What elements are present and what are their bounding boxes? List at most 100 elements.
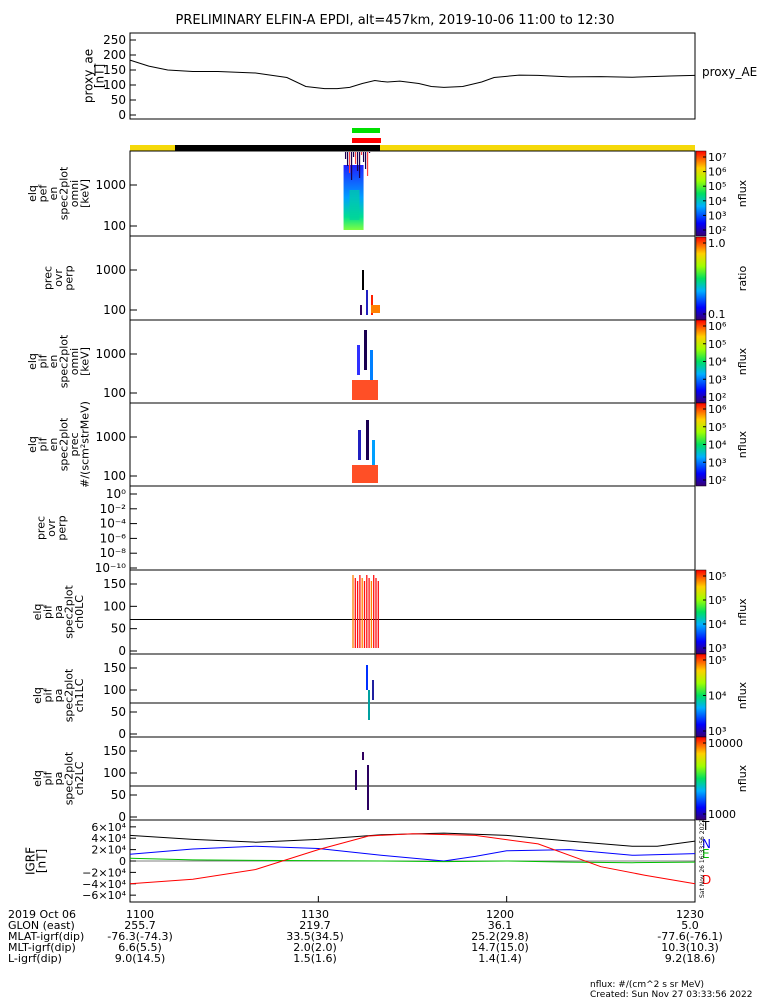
colorbar-tick-label: 10⁵ (708, 338, 726, 351)
panel-colorbar (695, 569, 707, 655)
pa-streak (367, 765, 369, 810)
ephemeris-value: 2.0(2.0) (293, 941, 337, 954)
igrf-ylabel: IGRF[nT] (24, 847, 49, 875)
panel-ytick-label: 10⁻⁴ (100, 517, 127, 531)
ratio-streak (366, 290, 368, 315)
panel-ytick-label: 1000 (95, 178, 126, 192)
panel-ytick-label: 0 (118, 810, 126, 824)
panel-4: 1000 100 elqpifenspec2plotprec#/(scm²strMe… (26, 401, 749, 488)
colorbar-tick-label: 10⁵ (708, 594, 726, 607)
igrf-legend-T: T (701, 819, 710, 833)
panel-ytick-label: 50 (111, 788, 126, 802)
panel-8: 150 100 50 0 elqpifpaspec2plotch2LC 10000 1000… (31, 736, 749, 824)
panel-frame (129, 402, 696, 487)
orbit-bar-day-2 (380, 145, 695, 151)
colorbar-tick-label: 10⁴ (708, 690, 727, 703)
colorbar-tick-label: 1.0 (708, 237, 726, 250)
panel-ytick-label: 150 (103, 744, 126, 758)
ratio-block (371, 305, 380, 313)
igrf-legend-N: N (702, 837, 711, 851)
colorbar-tick-label: 10⁵ (708, 570, 726, 583)
igrf-lines (129, 832, 696, 885)
colorbar-tick-label: 10³ (708, 209, 726, 222)
panel-6-pitch-angle (352, 575, 379, 648)
panel-ytick-label: 10⁻¹⁰ (95, 561, 126, 575)
colorbar-label: nflux (736, 179, 749, 207)
pa-streak (366, 665, 368, 690)
ephemeris-value: 33.5(34.5) (286, 930, 344, 943)
colorbar-tick-label: 10⁴ (708, 618, 727, 631)
panel-4-spectrogram (352, 420, 378, 483)
panel-colorbar (695, 236, 707, 321)
panel-ytick-label: 10⁻⁶ (100, 531, 127, 545)
ephemeris-value: 6.6(5.5) (118, 941, 162, 954)
panel-colorbar (695, 736, 707, 821)
colorbar-tick-label: 10⁷ (708, 151, 726, 164)
orbit-bar-night (175, 145, 380, 151)
colorbar-label: nflux (736, 347, 749, 375)
colorbar-tick-label: 10⁶ (708, 320, 727, 333)
igrf-ytick-label: 4×10⁴ (91, 832, 126, 845)
igrf-line-E (129, 857, 696, 864)
ephemeris-value: 1200 (486, 908, 514, 921)
panel-7: 150 100 50 0 elqpifpaspec2plotch1LC 10⁵ 10⁴ 10³… (31, 653, 749, 741)
panel-ytick-label: 100 (103, 219, 126, 233)
panel-frame (129, 150, 696, 237)
panel-3: 1000 100 elqpifenspec2plotomni[keV] 10⁶ 10⁵ 1… (26, 319, 749, 404)
ephemeris-table: 2019 Oct 06 1100 1130 1200 1230 GLON (east) 25… (8, 908, 723, 965)
spec-flux-block (352, 380, 378, 400)
panel-ylabel: elqpifpaspec2plotch0LC (31, 585, 86, 639)
ephemeris-value: 219.7 (299, 919, 331, 932)
proxy-ae-line (129, 59, 696, 90)
time-x-ticks (129, 896, 696, 902)
ephemeris-row-label: MLAT-igrf(dip) (8, 930, 84, 943)
panel-ytick-label: 100 (103, 469, 126, 483)
ephemeris-row-label: MLT-igrf(dip) (8, 941, 76, 954)
panel-8-pitch-angle (355, 752, 369, 810)
spec-streak (366, 420, 369, 460)
igrf-ytick-label: 6×10⁴ (91, 821, 126, 834)
panel-ytick-label: 10⁻⁸ (100, 546, 127, 560)
ephemeris-row-label: GLON (east) (8, 919, 75, 932)
colorbar-tick-label: 10² (708, 474, 726, 487)
colorbar-label: nflux (736, 598, 749, 626)
colorbar-tick-label: 10² (708, 224, 726, 237)
panel-ytick-label: 1000 (95, 430, 126, 444)
ephemeris-row-label: 2019 Oct 06 (8, 908, 76, 921)
colorbar-tick-label: 10⁴ (708, 439, 727, 452)
igrf-ytick-label: −6×10⁴ (82, 889, 126, 902)
igrf-line-D (129, 833, 696, 885)
ae-legend: proxy_AE (702, 65, 757, 79)
igrf-ytick-label: 2×10⁴ (91, 844, 126, 857)
ephemeris-value: 14.7(15.0) (471, 941, 529, 954)
ephemeris-value: 1.4(1.4) (478, 952, 522, 965)
science-zone-red-bar (352, 138, 381, 143)
colorbar-tick-label: 10⁶ (708, 403, 727, 416)
panel-frame (129, 319, 696, 404)
panel-ytick-label: 50 (111, 622, 126, 636)
panel-ytick-label: 1000 (95, 347, 126, 361)
panel-ytick-label: 150 (103, 577, 126, 591)
ephemeris-row-label: L-igrf(dip) (8, 952, 62, 965)
panel-ytick-label: 100 (103, 683, 126, 697)
igrf-ytick-label: 0 (119, 855, 126, 868)
panel-ylabel: elqpifenspec2plotomni[keV] (26, 334, 92, 388)
panel-ytick-label: 100 (103, 766, 126, 780)
spec-flux-block (352, 465, 378, 483)
igrf-legend-E: E (702, 847, 710, 861)
ae-ylabel: proxy_ae[nT] (82, 49, 107, 103)
igrf-legend-D: D (702, 873, 711, 887)
panel-ytick-label: 10⁻² (100, 502, 127, 516)
colorbar-tick-label: 10³ (708, 642, 726, 655)
panel-ytick-label: 100 (103, 599, 126, 613)
colorbar-tick-label: 10⁴ (708, 195, 727, 208)
panel-2-ratio (360, 270, 380, 315)
ephemeris-value: 1.5(1.6) (293, 952, 337, 965)
ephemeris-value: 36.1 (488, 919, 513, 932)
colorbar-label: nflux (736, 430, 749, 458)
ephemeris-value: -77.6(-76.1) (657, 930, 723, 943)
spec-streak (370, 350, 373, 380)
panel-ytick-label: 0 (118, 727, 126, 741)
